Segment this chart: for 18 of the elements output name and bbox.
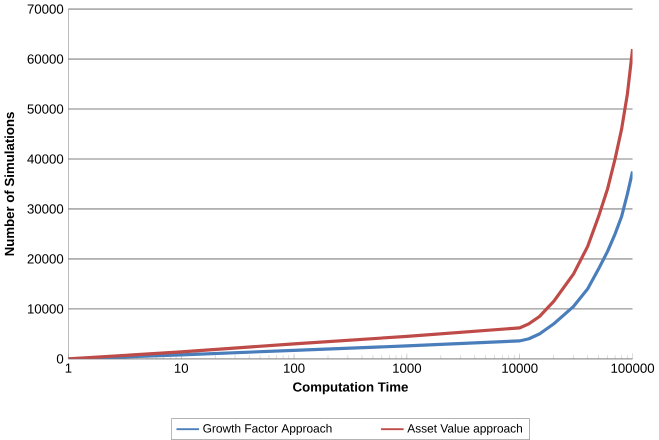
x-tick-label: 10 [174,364,188,373]
legend-label: Asset Value approach [407,424,522,435]
x-tick-label: 1 [66,364,72,373]
x-tick-label: 100000 [612,364,654,373]
y-tick-label: 60000 [28,54,64,64]
y-tick-label: 30000 [27,204,64,214]
x-axis-title: Computation Time [293,382,408,394]
y-axis-title: Number of Simulations [4,112,14,256]
y-tick-label: 10000 [28,304,64,314]
y-tick-label: 50000 [27,104,64,114]
x-tick-label: 1000 [393,364,422,373]
y-tick-label: 70000 [28,4,64,14]
y-tick-label: 20000 [28,254,64,264]
x-tick-label: 100 [284,364,305,373]
x-tick-label: 10000 [502,364,538,373]
y-tick-label: 0 [56,354,64,364]
legend-label: Growth Factor Approach [203,424,332,435]
y-tick-label: 40000 [27,154,64,164]
